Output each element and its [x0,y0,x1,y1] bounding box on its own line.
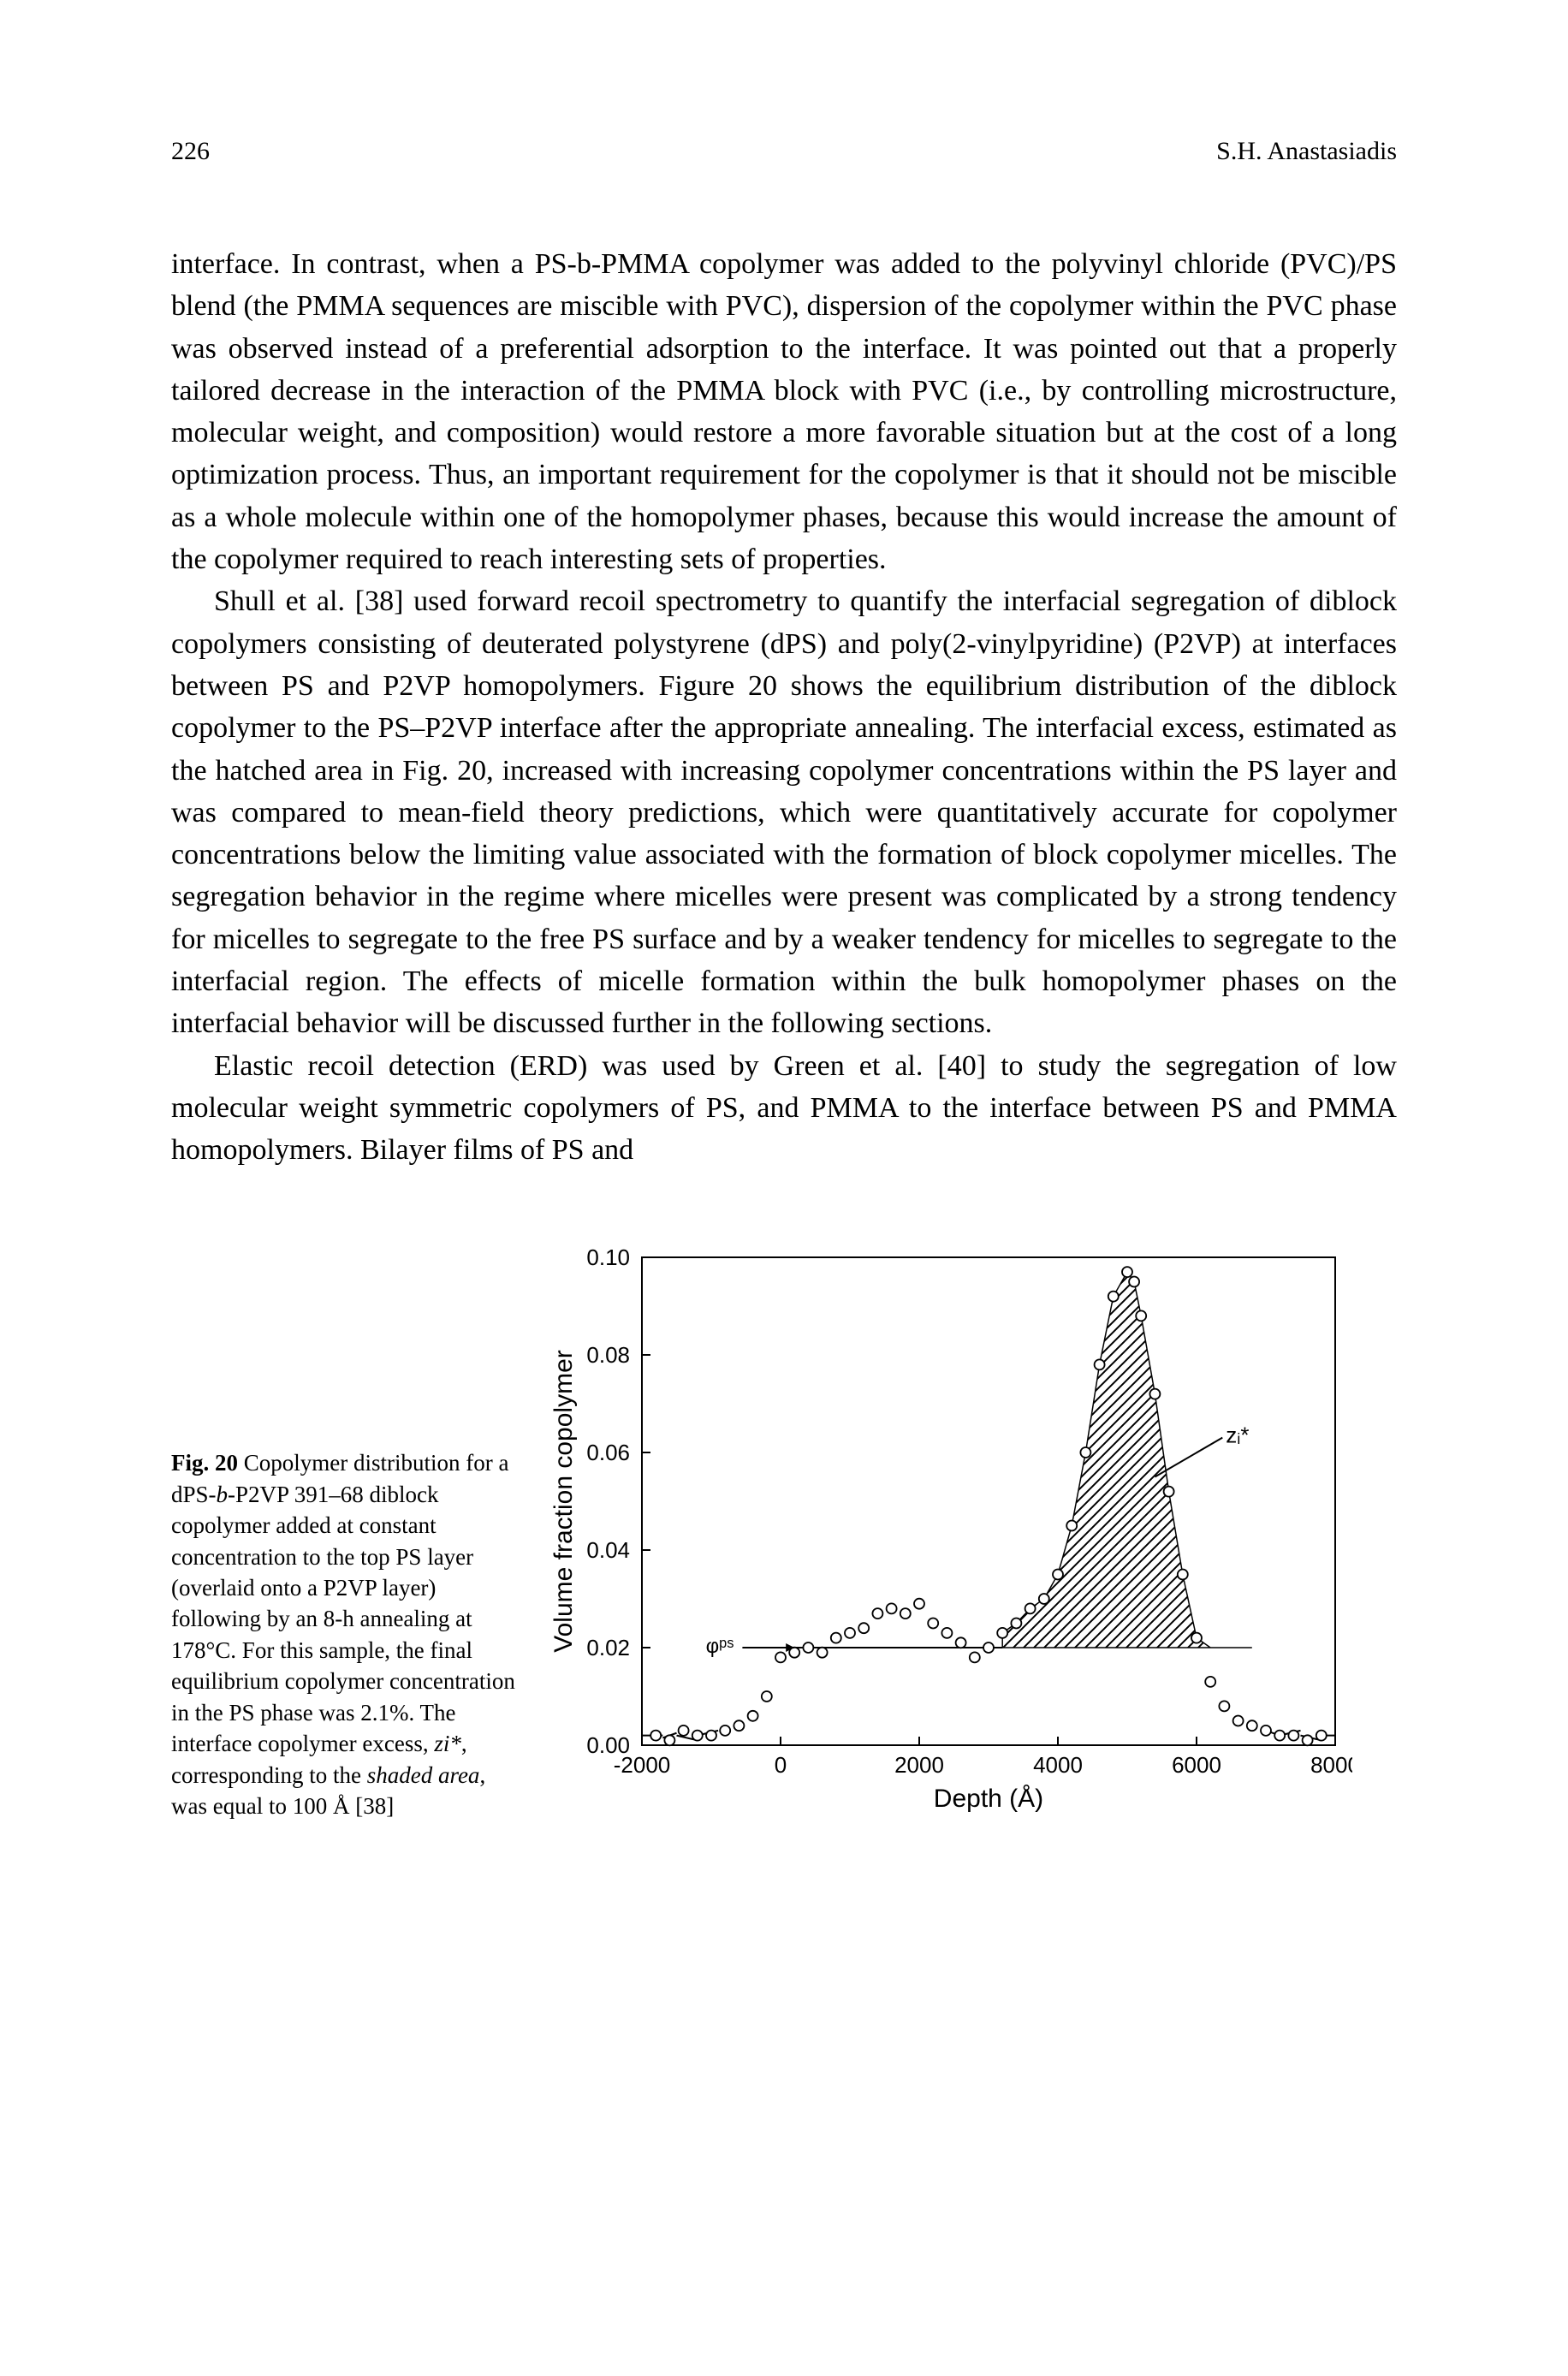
svg-text:0.10: 0.10 [586,1244,630,1270]
svg-text:φᵖˢ: φᵖˢ [706,1635,734,1658]
svg-text:6000: 6000 [1172,1752,1221,1778]
page-header: 226 S.H. Anastasiadis [171,137,1397,166]
svg-text:0.08: 0.08 [586,1342,630,1368]
svg-text:zᵢ*: zᵢ* [1226,1422,1249,1447]
svg-text:8000: 8000 [1310,1752,1352,1778]
figure-caption-italic-1: b [217,1482,229,1507]
figure-chart: -2000020004000600080000.000.020.040.060.… [548,1240,1397,1822]
svg-text:Depth (Å): Depth (Å) [934,1785,1043,1813]
svg-text:0.02: 0.02 [586,1635,630,1660]
figure-caption-italic-3: shaded area [367,1762,480,1788]
figure-caption: Fig. 20 Copolymer distribution for a dPS… [171,1447,548,1821]
svg-text:0.04: 0.04 [586,1537,630,1563]
body-text: interface. In contrast, when a PS-b-PMMA… [171,243,1397,1172]
svg-text:0: 0 [775,1752,787,1778]
svg-text:4000: 4000 [1033,1752,1083,1778]
svg-text:Volume fraction copolymer: Volume fraction copolymer [549,1350,578,1653]
paragraph-2: Shull et al. [38] used forward recoil sp… [171,580,1397,1044]
figure-label: Fig. 20 [171,1450,238,1476]
figure-caption-italic-2: zi* [434,1731,461,1756]
page: 226 S.H. Anastasiadis interface. In cont… [0,0,1568,1925]
paragraph-3: Elastic recoil detection (ERD) was used … [171,1045,1397,1172]
svg-text:2000: 2000 [894,1752,944,1778]
page-number: 226 [171,137,210,166]
paragraph-1: interface. In contrast, when a PS-b-PMMA… [171,243,1397,580]
svg-text:0.00: 0.00 [586,1732,630,1758]
figure-20: Fig. 20 Copolymer distribution for a dPS… [171,1240,1397,1822]
svg-text:0.06: 0.06 [586,1440,630,1465]
chart-svg: -2000020004000600080000.000.020.040.060.… [548,1240,1352,1822]
running-head: S.H. Anastasiadis [1216,137,1397,166]
figure-caption-text-2: -P2VP 391–68 diblock copolymer added at … [171,1482,515,1757]
